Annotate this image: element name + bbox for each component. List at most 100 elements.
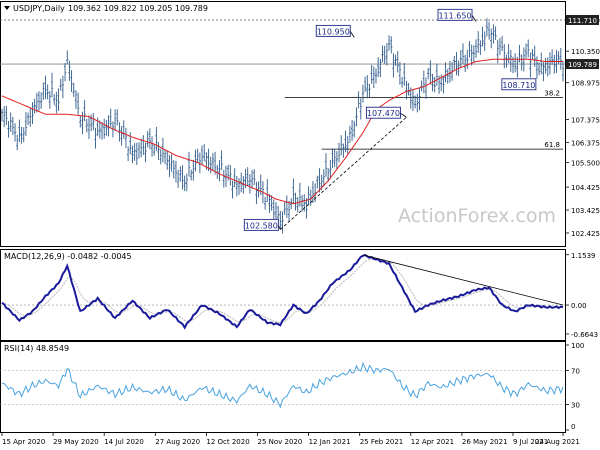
price-bar — [274, 202, 278, 222]
price-bar — [92, 113, 95, 131]
price-bar — [137, 142, 141, 159]
rsi-line — [1, 361, 564, 409]
price-bar — [16, 134, 19, 151]
price-bar — [544, 57, 547, 74]
price-bar — [335, 151, 339, 170]
price-y-tick-label: 102.425 — [571, 230, 600, 238]
price-bar — [390, 36, 393, 54]
price-bar — [342, 143, 345, 158]
price-bar — [474, 39, 478, 58]
price-bar — [527, 39, 530, 58]
price-annotation: 111.650 — [437, 8, 477, 22]
price-bar — [507, 44, 510, 63]
price-bar — [37, 91, 41, 111]
price-bar — [466, 49, 469, 69]
chart-header: USDJPY,Daily 109.362 109.822 109.205 109… — [4, 4, 208, 13]
price-bar — [139, 138, 143, 158]
price-y-tick-label: 110.350 — [571, 48, 600, 56]
price-bar — [316, 175, 319, 189]
price-bar — [198, 152, 202, 174]
price-bar — [194, 149, 197, 172]
price-bar — [355, 107, 358, 127]
price-bar — [468, 41, 471, 58]
price-bar — [0, 108, 4, 122]
x-tick-label: 27 Aug 2020 — [155, 438, 200, 446]
price-bar — [463, 54, 467, 72]
price-bar — [63, 62, 67, 82]
price-y-tick-label: 107.375 — [571, 116, 600, 124]
price-bar — [29, 108, 32, 127]
price-bar — [174, 160, 178, 183]
price-bar — [24, 112, 28, 136]
price-bar — [398, 62, 402, 85]
price-bar — [363, 76, 367, 93]
price-bar — [246, 167, 249, 186]
price-bar — [403, 63, 406, 86]
macd-y-tick-label: -0.6643 — [571, 331, 598, 339]
price-bar — [276, 205, 280, 222]
price-bar — [503, 44, 506, 69]
price-bar — [324, 153, 328, 177]
price-bar — [418, 87, 421, 111]
price-bar — [429, 60, 432, 85]
price-bar — [416, 93, 419, 113]
macd-layer — [0, 253, 565, 330]
price-bar — [44, 75, 47, 99]
price-bar — [513, 53, 517, 73]
price-bar — [22, 127, 25, 143]
price-bar — [161, 137, 165, 163]
price-bar — [46, 84, 49, 100]
price-bar — [187, 151, 191, 177]
price-bar — [331, 148, 334, 169]
price-bar — [87, 115, 91, 140]
price-bar — [379, 59, 382, 78]
price-bar — [357, 91, 360, 109]
price-bar — [200, 145, 204, 165]
price-bar — [229, 164, 232, 186]
price-bar — [500, 35, 504, 52]
resistance-value-tag-label: 111.710 — [568, 17, 597, 25]
price-bar — [107, 115, 110, 137]
price-bar — [266, 179, 269, 203]
price-bar — [505, 54, 508, 68]
price-bar — [146, 131, 149, 148]
macd-y-tick-label: 0.00 — [571, 302, 587, 310]
price-bar — [142, 135, 145, 155]
macd-trendline — [362, 254, 564, 306]
price-bar — [150, 136, 154, 157]
macd-label: MACD(12,26,9) -0.0482 -0.0045 — [4, 252, 132, 261]
price-bar — [268, 194, 271, 213]
price-bar — [442, 75, 445, 94]
price-bar — [2, 106, 6, 128]
price-bar — [446, 68, 449, 84]
price-bar — [479, 40, 482, 55]
price-panel-frame — [0, 1, 566, 247]
price-bar — [490, 28, 493, 49]
price-y-tick-label: 104.425 — [571, 184, 600, 192]
annotation-value: 108.710 — [502, 81, 535, 90]
price-bar — [181, 165, 184, 190]
price-bar — [518, 44, 521, 63]
x-tick-label: 25 Nov 2020 — [257, 438, 302, 446]
price-bar — [192, 159, 195, 181]
price-bar — [189, 169, 193, 181]
price-y-tick-label: 103.425 — [571, 207, 600, 215]
rising-trendline — [280, 116, 407, 230]
price-bar — [13, 123, 17, 142]
price-bar — [307, 186, 310, 206]
price-bar — [455, 52, 458, 76]
price-bar — [11, 116, 15, 136]
price-bar — [359, 98, 362, 120]
price-bar — [448, 60, 452, 83]
price-bar — [533, 45, 536, 67]
annotation-value: 102.580 — [245, 221, 278, 230]
price-bar — [70, 70, 73, 93]
price-bar — [298, 182, 302, 207]
price-bar — [59, 78, 62, 91]
price-bar — [394, 54, 397, 66]
macd-signal-line — [1, 258, 564, 324]
price-bar — [166, 151, 169, 170]
price-bar — [435, 63, 439, 86]
axis-layer: 110.950 111.650 107.470 108.710 102.580 111.7… — [1, 8, 600, 446]
